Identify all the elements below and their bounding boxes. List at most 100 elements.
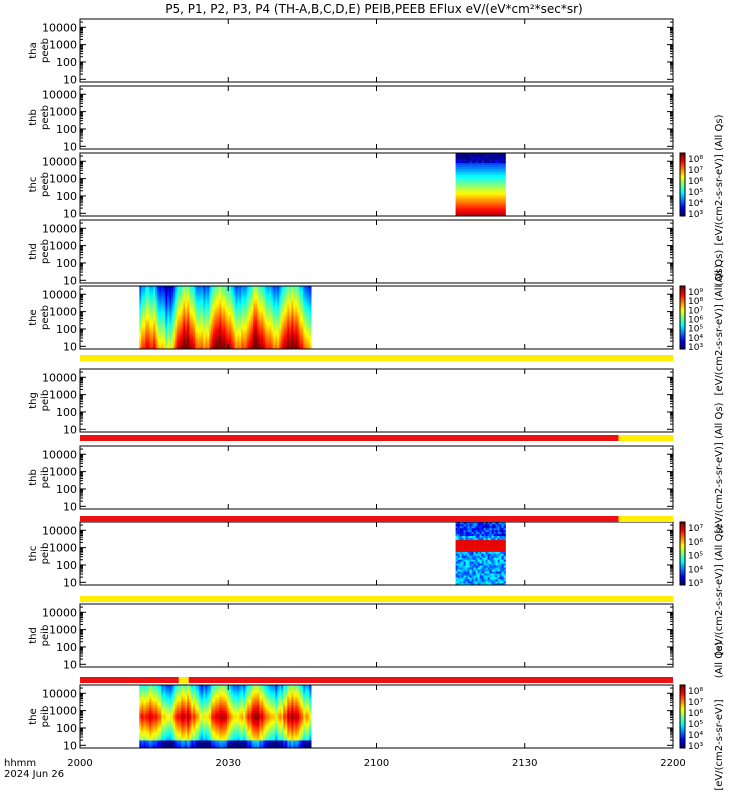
spectrogram-cell: [503, 525, 506, 529]
spectrogram-cell: [473, 551, 476, 554]
spectrogram-cell: [161, 291, 164, 295]
spectrogram-cell: [219, 323, 222, 326]
spectrogram-cell: [243, 333, 246, 336]
spectrogram-cell: [473, 153, 476, 156]
spectrogram-cell: [205, 329, 208, 332]
spectrogram-cell: [253, 288, 256, 291]
spectrogram-cell: [269, 329, 272, 332]
spectrogram-cell: [489, 575, 492, 578]
spectrogram-cell: [165, 339, 168, 342]
spectrogram-cell: [247, 317, 250, 320]
spectrogram-cell: [465, 543, 468, 546]
spectrogram-cell: [277, 311, 280, 314]
spectrogram-cell: [477, 555, 480, 558]
spectrogram-cell: [147, 325, 150, 328]
spectrogram-cell: [297, 315, 300, 318]
spectrogram-cell: [299, 321, 302, 324]
spectrogram-cell: [495, 204, 498, 207]
spectrogram-cell: [261, 335, 264, 338]
spectrogram-cell: [503, 543, 506, 546]
spectrogram-cell: [223, 325, 226, 328]
spectrogram-cell: [213, 337, 216, 340]
spectrogram-cell: [255, 313, 258, 316]
spectrogram-cell: [153, 307, 156, 310]
spectrogram-cell: [213, 311, 216, 314]
spectrogram-cell: [479, 164, 482, 168]
spectrogram-cell: [503, 212, 506, 215]
spectrogram-cell: [473, 573, 476, 576]
spectrogram-cell: [467, 155, 470, 158]
spectrogram-cell: [265, 339, 268, 342]
spectrogram-cell: [251, 303, 254, 306]
spectrogram-cell: [159, 343, 162, 346]
spectrogram-cell: [253, 315, 256, 318]
spectrogram-cell: [495, 559, 498, 562]
spectrogram-cell: [231, 341, 234, 344]
spectrogram-cell: [485, 583, 488, 586]
spectrogram-cell: [263, 315, 266, 318]
spectrogram-cell: [463, 180, 466, 183]
spectrogram-cell: [263, 317, 266, 320]
spectrogram-cell: [281, 327, 284, 330]
spectrogram-cell: [175, 337, 178, 340]
spectrogram-cell: [201, 333, 204, 336]
spectrogram-cell: [159, 289, 162, 293]
spectrogram-cell: [139, 311, 142, 314]
spectrogram-cell: [479, 579, 482, 582]
spectrogram-cell: [469, 186, 472, 189]
spectrogram-cell: [279, 307, 282, 310]
spectrogram-cell: [217, 315, 220, 318]
spectrogram-cell: [213, 335, 216, 338]
spectrogram-cell: [163, 319, 166, 322]
spectrogram-cell: [203, 331, 206, 334]
spectrogram-cell: [255, 311, 258, 314]
spectrogram-cell: [495, 577, 498, 580]
spectrogram-cell: [275, 289, 278, 293]
spectrogram-cell: [487, 155, 490, 158]
spectrogram-cell: [465, 579, 468, 582]
spectrogram-cell: [175, 309, 178, 312]
spectrogram-cell: [497, 174, 500, 177]
spectrogram-cell: [275, 295, 278, 299]
spectrogram-cell: [281, 288, 284, 291]
spectrogram-cell: [465, 573, 468, 576]
spectrogram-cell: [181, 339, 184, 342]
spectrogram-cell: [463, 522, 466, 525]
spectrogram-cell: [305, 329, 308, 332]
spectrogram-cell: [295, 317, 298, 320]
spectrogram-cell: [149, 301, 152, 305]
spectrogram-cell: [273, 327, 276, 330]
spectrogram-cell: [209, 299, 212, 303]
spectrogram-cell: [467, 172, 470, 175]
spectrogram-cell: [277, 289, 280, 293]
spectrogram-cell: [473, 541, 476, 544]
spectrogram-cell: [303, 288, 306, 291]
spectrogram-block: [455, 153, 506, 217]
spectrogram-cell: [239, 337, 242, 340]
spectrogram-cell: [277, 335, 280, 338]
spectrogram-cell: [159, 335, 162, 338]
spectrogram-cell: [293, 291, 296, 295]
spectrogram-cell: [285, 315, 288, 318]
spectrogram-cell: [183, 305, 186, 308]
spectrogram-cell: [215, 337, 218, 340]
spectrogram-cell: [173, 301, 176, 305]
spectrogram-cell: [463, 525, 466, 529]
spectrogram-cell: [197, 295, 200, 299]
spectrogram-cell: [257, 309, 260, 312]
spectrogram-cell: [205, 315, 208, 318]
spectrogram-cell: [147, 343, 150, 346]
spectrogram-cell: [201, 313, 204, 316]
spectrogram-cell: [217, 307, 220, 310]
spectrogram-cell: [487, 178, 490, 181]
spectrogram-cell: [481, 186, 484, 189]
spectrogram-cell: [231, 325, 234, 328]
spectrogram-cell: [237, 335, 240, 338]
spectrogram-cell: [483, 551, 486, 554]
spectrogram-cell: [475, 529, 478, 533]
spectrogram-cell: [487, 579, 490, 582]
spectrogram-cell: [465, 583, 468, 586]
spectrogram-cell: [479, 569, 482, 572]
spectrogram-cell: [463, 575, 466, 578]
spectrogram-cell: [261, 311, 264, 314]
